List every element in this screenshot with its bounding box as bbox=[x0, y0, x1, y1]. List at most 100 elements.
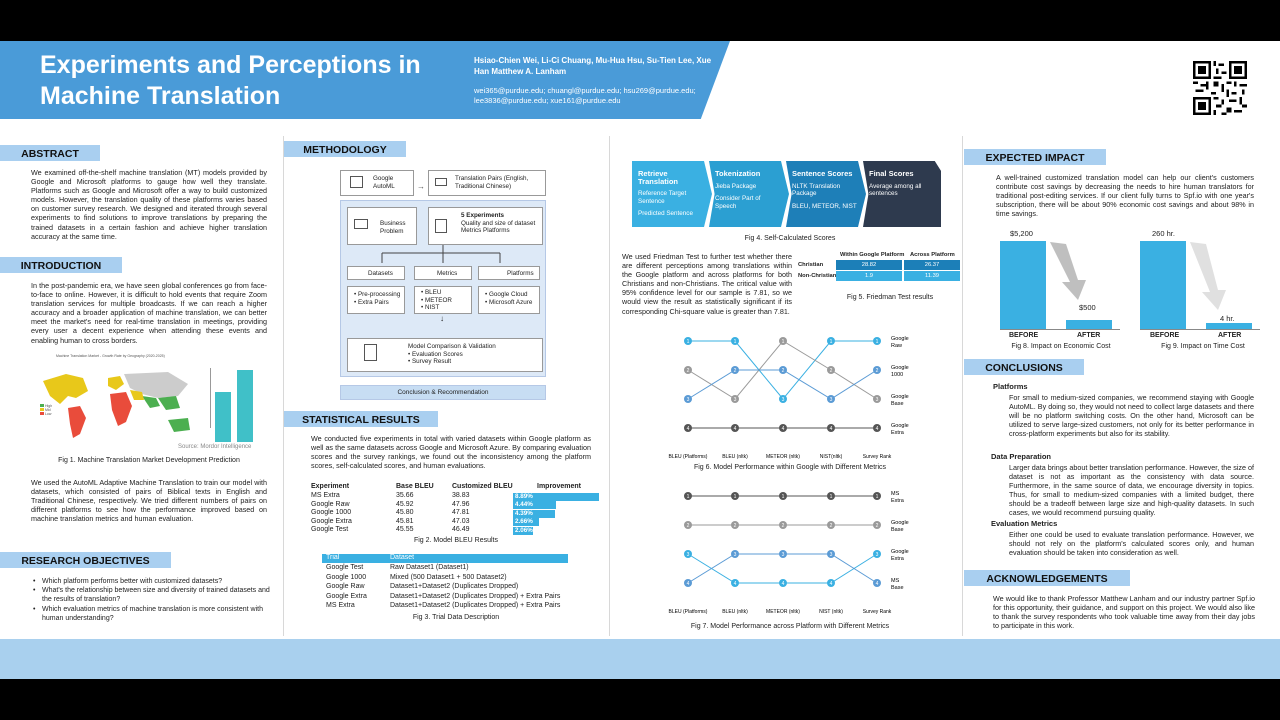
flow-step-line: Reference Target Sentence bbox=[638, 190, 687, 205]
svg-text:3: 3 bbox=[830, 397, 833, 403]
svg-text:1: 1 bbox=[876, 494, 879, 500]
qr-code-icon[interactable] bbox=[1193, 61, 1247, 115]
rank-point: 4 bbox=[873, 579, 881, 587]
abstract-heading: ABSTRACT bbox=[0, 145, 100, 161]
rank-point: 2 bbox=[873, 521, 881, 529]
rank-point: 1 bbox=[684, 337, 692, 345]
svg-text:3: 3 bbox=[782, 397, 785, 403]
rank-point: 3 bbox=[731, 395, 739, 403]
svg-text:3: 3 bbox=[876, 552, 879, 558]
decrease-arrow-icon bbox=[1190, 242, 1226, 310]
svg-text:4: 4 bbox=[876, 426, 879, 432]
bleu-custom-cell: 38.83 bbox=[452, 492, 470, 499]
metrics-detail: • BLEU • METEOR • NIST bbox=[414, 286, 472, 314]
bleu-base-cell: 45.80 bbox=[396, 509, 414, 517]
rank-point: 4 bbox=[684, 579, 692, 587]
authors: Hsiao-Chien Wei, Li-Ci Chuang, Mu-Hua Hs… bbox=[474, 56, 712, 76]
fig7-rank-chart: 1 2 3 4 BLEU (Platforms) 1 2 4 3 BLEU (nltk) 1 2 4 3 M… bbox=[669, 491, 909, 615]
trial-name-cell: Google Raw bbox=[326, 583, 365, 590]
fig5-caption: Fig 5. Friedman Test results bbox=[846, 294, 934, 301]
world-map bbox=[43, 372, 190, 438]
poster-title: Experiments and Perceptions in Machine T… bbox=[40, 51, 421, 110]
flow-step-title: Retrieve Translation bbox=[638, 169, 679, 186]
friedman-within-cell: 1.9 bbox=[836, 271, 902, 281]
bleu-header: Improvement bbox=[537, 483, 581, 490]
friedman-group-cell: Christian bbox=[798, 262, 824, 268]
svg-text:1: 1 bbox=[687, 494, 690, 500]
svg-text:3: 3 bbox=[734, 552, 737, 558]
flow-step-line: Predicted Sentence bbox=[638, 210, 693, 217]
svg-text:2: 2 bbox=[734, 523, 737, 529]
platforms-subheading: Platforms bbox=[993, 382, 1028, 391]
bleu-custom-cell: 46.49 bbox=[452, 526, 470, 534]
svg-text:3: 3 bbox=[734, 397, 737, 403]
fig6-caption: Fig 6. Model Performance within Google w… bbox=[693, 464, 887, 471]
rank-point: 4 bbox=[731, 579, 739, 587]
svg-text:2: 2 bbox=[782, 523, 785, 529]
legend-high: High bbox=[40, 404, 52, 408]
svg-text:3: 3 bbox=[782, 552, 785, 558]
bleu-custom-cell: 47.81 bbox=[452, 509, 470, 517]
series-label: MS Base bbox=[891, 578, 904, 591]
svg-text:2: 2 bbox=[876, 523, 879, 529]
column-divider bbox=[283, 136, 284, 636]
svg-text:2: 2 bbox=[687, 523, 690, 529]
svg-text:3: 3 bbox=[687, 397, 690, 403]
trial-row: MS Extra Dataset1+Dataset2 (Duplicates Dr… bbox=[322, 601, 568, 611]
time-after-value: 4 hr. bbox=[1220, 314, 1235, 323]
platforms-detail: • Google Cloud • Microsoft Azure bbox=[478, 286, 540, 314]
trial-dataset-cell: Mixed (500 Dataset1 + 500 Dataset2) bbox=[390, 573, 507, 581]
rank-point: 2 bbox=[731, 366, 739, 374]
bleu-header: Base BLEU bbox=[396, 483, 434, 490]
trial-name-cell: Google Extra bbox=[326, 592, 367, 600]
friedman-across-cell: 11.39 bbox=[904, 271, 960, 281]
series-label: Google 1000 bbox=[891, 365, 909, 378]
flow-step-line: Average among all sentences bbox=[869, 182, 922, 198]
x-tick-label: NIST (nltk) bbox=[819, 609, 843, 615]
rank-point: 2 bbox=[827, 366, 835, 374]
fig9-caption: Fig 9. Impact on Time Cost bbox=[1161, 343, 1245, 350]
arrow-down-icon: ↓ bbox=[440, 314, 444, 323]
improvement-bar: 4.39% bbox=[513, 509, 556, 518]
research-objectives-heading: RESEARCH OBJECTIVES bbox=[0, 552, 171, 568]
introduction-text-2: We used the AutoML Adaptive Machine Tran… bbox=[31, 478, 267, 524]
rank-point: 1 bbox=[731, 337, 739, 345]
time-cost-chart: 260 hr. 4 hr. BEFORE AFTER bbox=[1138, 226, 1268, 346]
introduction-heading: INTRODUCTION bbox=[0, 257, 122, 273]
bleu-experiment-cell: Google Raw bbox=[311, 500, 350, 508]
time-before-value: 260 hr. bbox=[1152, 229, 1175, 238]
rank-point: 4 bbox=[827, 579, 835, 587]
time-before-bar bbox=[1140, 241, 1186, 329]
acknowledgements-heading: ACKNOWLEDGEMENTS bbox=[964, 570, 1130, 586]
rank-point: 2 bbox=[731, 521, 739, 529]
svg-text:4: 4 bbox=[830, 581, 833, 587]
column-divider bbox=[609, 136, 610, 636]
fig6-rank-chart: 1 2 3 4 BLEU (Platforms) 1 3 2 4 BLEU (nltk) 3 1 2 4 M… bbox=[669, 336, 909, 460]
objective-item: Which platform performs better with cust… bbox=[30, 577, 270, 586]
improvement-bar: 8.89% bbox=[513, 492, 599, 501]
author-emails: wei365@purdue.edu; chuangl@purdue.edu; h… bbox=[474, 86, 696, 105]
svg-text:2: 2 bbox=[734, 368, 737, 374]
rank-point: 4 bbox=[731, 424, 739, 432]
svg-text:2: 2 bbox=[687, 368, 690, 374]
svg-text:1: 1 bbox=[876, 339, 879, 345]
svg-text:2: 2 bbox=[782, 368, 785, 374]
model-comparison-box: Model Comparison & Validation • Evaluatio… bbox=[347, 338, 543, 372]
bleu-table: Experiment Base BLEU Customized BLEU Imp… bbox=[311, 483, 601, 541]
friedman-header: Across Platform bbox=[910, 252, 955, 258]
platforms-box: Platforms bbox=[478, 266, 540, 280]
rank-point: 1 bbox=[684, 492, 692, 500]
trial-row: Google Extra Dataset1+Dataset2 (Duplicate… bbox=[322, 592, 568, 602]
trial-name-cell: Google Test bbox=[326, 564, 364, 571]
metrics-box: Metrics bbox=[414, 266, 472, 280]
rank-point: 1 bbox=[779, 492, 787, 500]
introduction-text: In the post-pandemic era, we have seen g… bbox=[31, 281, 267, 345]
bleu-header: Customized BLEU bbox=[452, 483, 513, 490]
x-tick-label: BLEU (Platforms) bbox=[669, 454, 708, 460]
bleu-experiment-cell: Google 1000 bbox=[311, 509, 352, 517]
trial-header-row: Trial Dataset bbox=[322, 554, 568, 563]
trial-dataset-cell: Dataset1+Dataset2 (Duplicates Dropped) +… bbox=[390, 592, 561, 600]
series-label: Google Base bbox=[891, 394, 909, 407]
rank-point: 3 bbox=[684, 550, 692, 558]
bar-axis bbox=[210, 368, 214, 428]
